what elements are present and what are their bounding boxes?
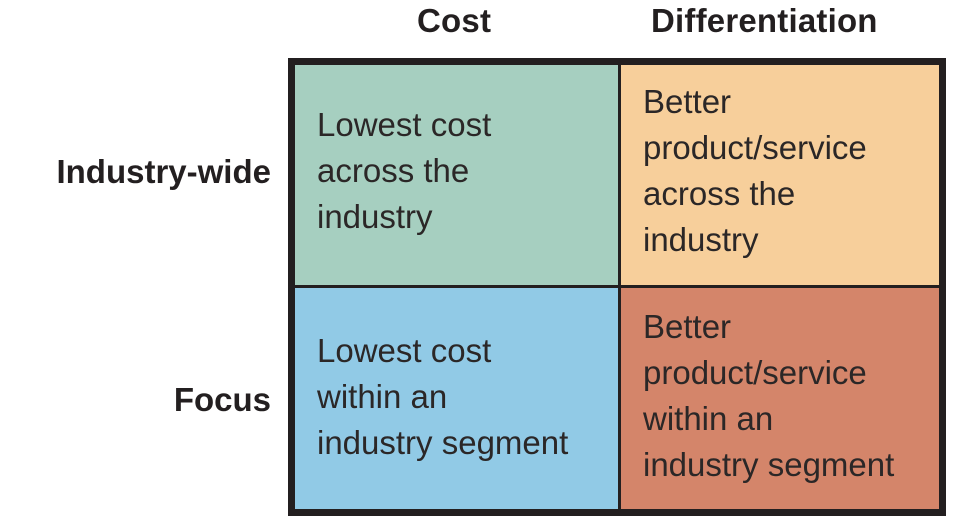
cell-cost-focus: Lowest cost within an industry segment bbox=[295, 288, 621, 509]
row-header-industry-wide: Industry-wide bbox=[56, 153, 271, 190]
cell-differentiation-focus-text: Better product/service within an industr… bbox=[643, 308, 895, 483]
column-header-differentiation: Differentiation bbox=[651, 2, 878, 39]
row-header-focus: Focus bbox=[173, 381, 271, 418]
column-header-cost: Cost bbox=[417, 2, 492, 39]
cell-cost-leadership: Lowest cost across the industry bbox=[295, 65, 621, 288]
cell-cost-leadership-text: Lowest cost across the industry bbox=[317, 106, 492, 235]
strategy-matrix: Lowest cost across the industry Better p… bbox=[288, 58, 946, 516]
cell-differentiation: Better product/service across the indust… bbox=[621, 65, 939, 288]
cell-differentiation-focus: Better product/service within an industr… bbox=[621, 288, 939, 509]
cell-differentiation-text: Better product/service across the indust… bbox=[643, 83, 867, 258]
cell-cost-focus-text: Lowest cost within an industry segment bbox=[317, 332, 569, 461]
